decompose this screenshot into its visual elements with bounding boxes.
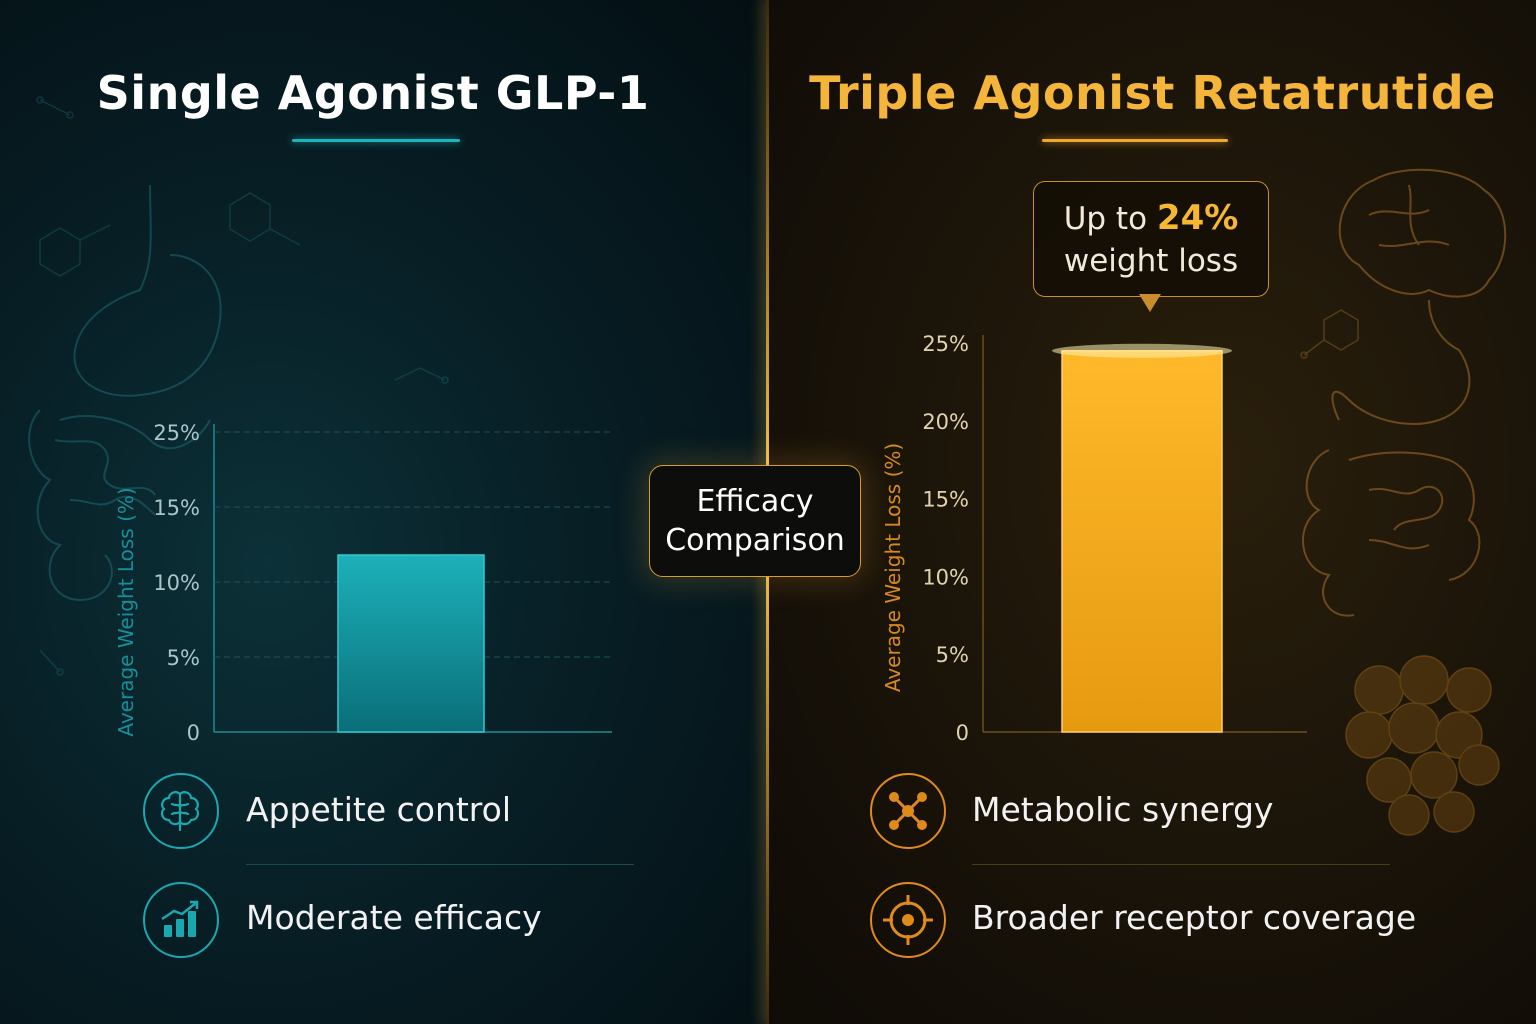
y-tick-label: 25% [922,332,969,356]
y-tick-label: 20% [922,410,969,434]
y-tick-label: 0 [956,721,969,745]
badge-line-2: Comparison [665,523,845,558]
y-tick-label: 5% [936,643,969,667]
anatomy-illustration [1300,168,1507,836]
badge-line-1: Efficacy [696,484,814,519]
digestive-system-illustration [28,96,449,676]
efficacy-comparison-badge: Efficacy Comparison [649,465,861,577]
bar-single-agonist [337,554,485,733]
y-axis-title: Average Weight Loss (%) [114,487,138,736]
left-panel: Single Agonist GLP-1 0 5% 10% 15% 25% Average… [0,0,767,1024]
bar-top-glow [1052,343,1232,358]
network-nodes-icon [870,773,946,849]
target-icon [870,882,946,958]
callout-highlight-value: 24% [1156,197,1239,238]
right-panel-title: Triple Agonist Retatrutide [809,66,1496,120]
y-tick-label: 5% [167,646,200,670]
feature-label-broader-receptor-coverage: Broader receptor coverage [972,898,1417,937]
bar-growth-icon [143,882,219,958]
bar-triple-agonist [1061,350,1223,733]
peak-result-callout: Up to 24% weight loss [1033,181,1269,297]
left-bar-chart: 0 5% 10% 15% 25% Average Weight Loss (%) [114,421,612,745]
right-panel: Triple Agonist Retatrutide Up to 24% wei… [769,0,1536,1024]
feature-label-metabolic-synergy: Metabolic synergy [972,790,1274,829]
y-tick-label: 10% [922,565,969,589]
left-title-underline [292,139,460,142]
y-tick-label: 15% [153,496,200,520]
callout-pointer [1139,294,1161,312]
feature-divider [972,864,1390,865]
right-title-underline [1042,139,1228,142]
y-tick-label: 25% [153,421,200,445]
callout-prefix: Up to [1063,200,1148,237]
y-tick-label: 15% [922,488,969,512]
feature-label-appetite-control: Appetite control [246,790,511,829]
callout-line-1: Up to 24% [1034,197,1268,240]
feature-label-moderate-efficacy: Moderate efficacy [246,898,542,937]
callout-suffix: weight loss [1063,242,1239,279]
y-tick-label: 10% [153,571,200,595]
y-tick-label: 0 [187,721,200,745]
brain-icon [143,773,219,849]
y-axis-title: Average Weight Loss (%) [881,443,905,692]
feature-divider [246,864,634,865]
left-panel-title: Single Agonist GLP-1 [96,66,650,120]
right-bar-chart: 0 5% 10% 15% 20% 25% Average Weight Loss (%) [881,332,1307,745]
